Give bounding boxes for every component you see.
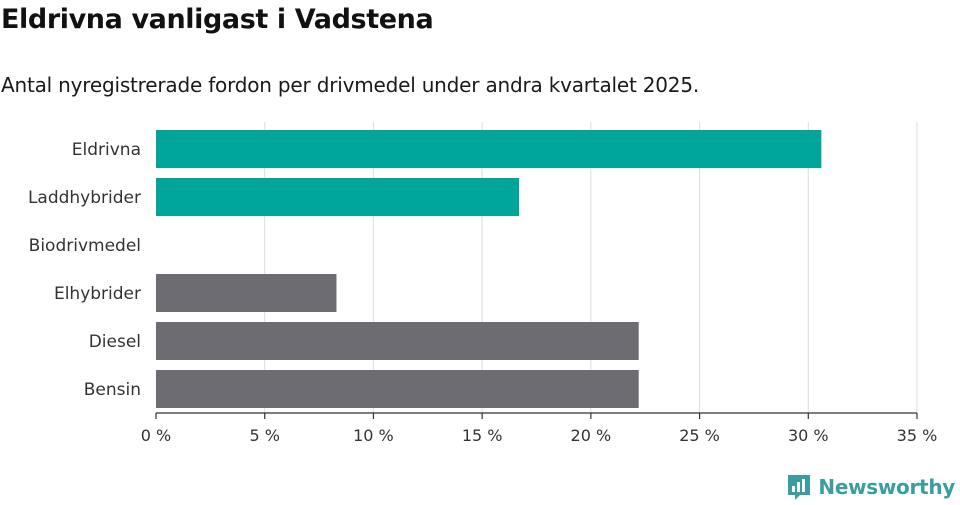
newsworthy-logo: Newsworthy [786,473,955,501]
bar-eldrivna [156,130,822,168]
x-tick-label: 25 % [679,426,720,445]
x-tick-label: 10 % [353,426,394,445]
category-label: Eldrivna [72,140,141,160]
category-label: Diesel [89,332,141,352]
x-tick-label: 20 % [571,426,612,445]
newsworthy-logo-text: Newsworthy [818,475,955,499]
bar-bensin [156,370,639,408]
category-label: Biodrivmedel [29,236,141,256]
bar-diesel [156,322,639,360]
x-tick-label: 5 % [249,426,279,445]
chart-subtitle: Antal nyregistrerade fordon per drivmede… [1,73,700,97]
newsworthy-logo-icon [788,475,811,500]
category-label: Bensin [84,380,141,400]
category-label: Elhybrider [54,284,141,304]
x-tick-label: 15 % [462,426,503,445]
chart-title: Eldrivna vanligast i Vadstena [1,4,434,35]
category-label: Laddhybrider [28,188,141,208]
x-tick-label: 0 % [141,426,171,445]
x-tick-label: 35 % [897,426,938,445]
x-tick-label: 30 % [788,426,829,445]
bar-elhybrider [156,274,337,312]
bar-laddhybrider [156,178,520,216]
